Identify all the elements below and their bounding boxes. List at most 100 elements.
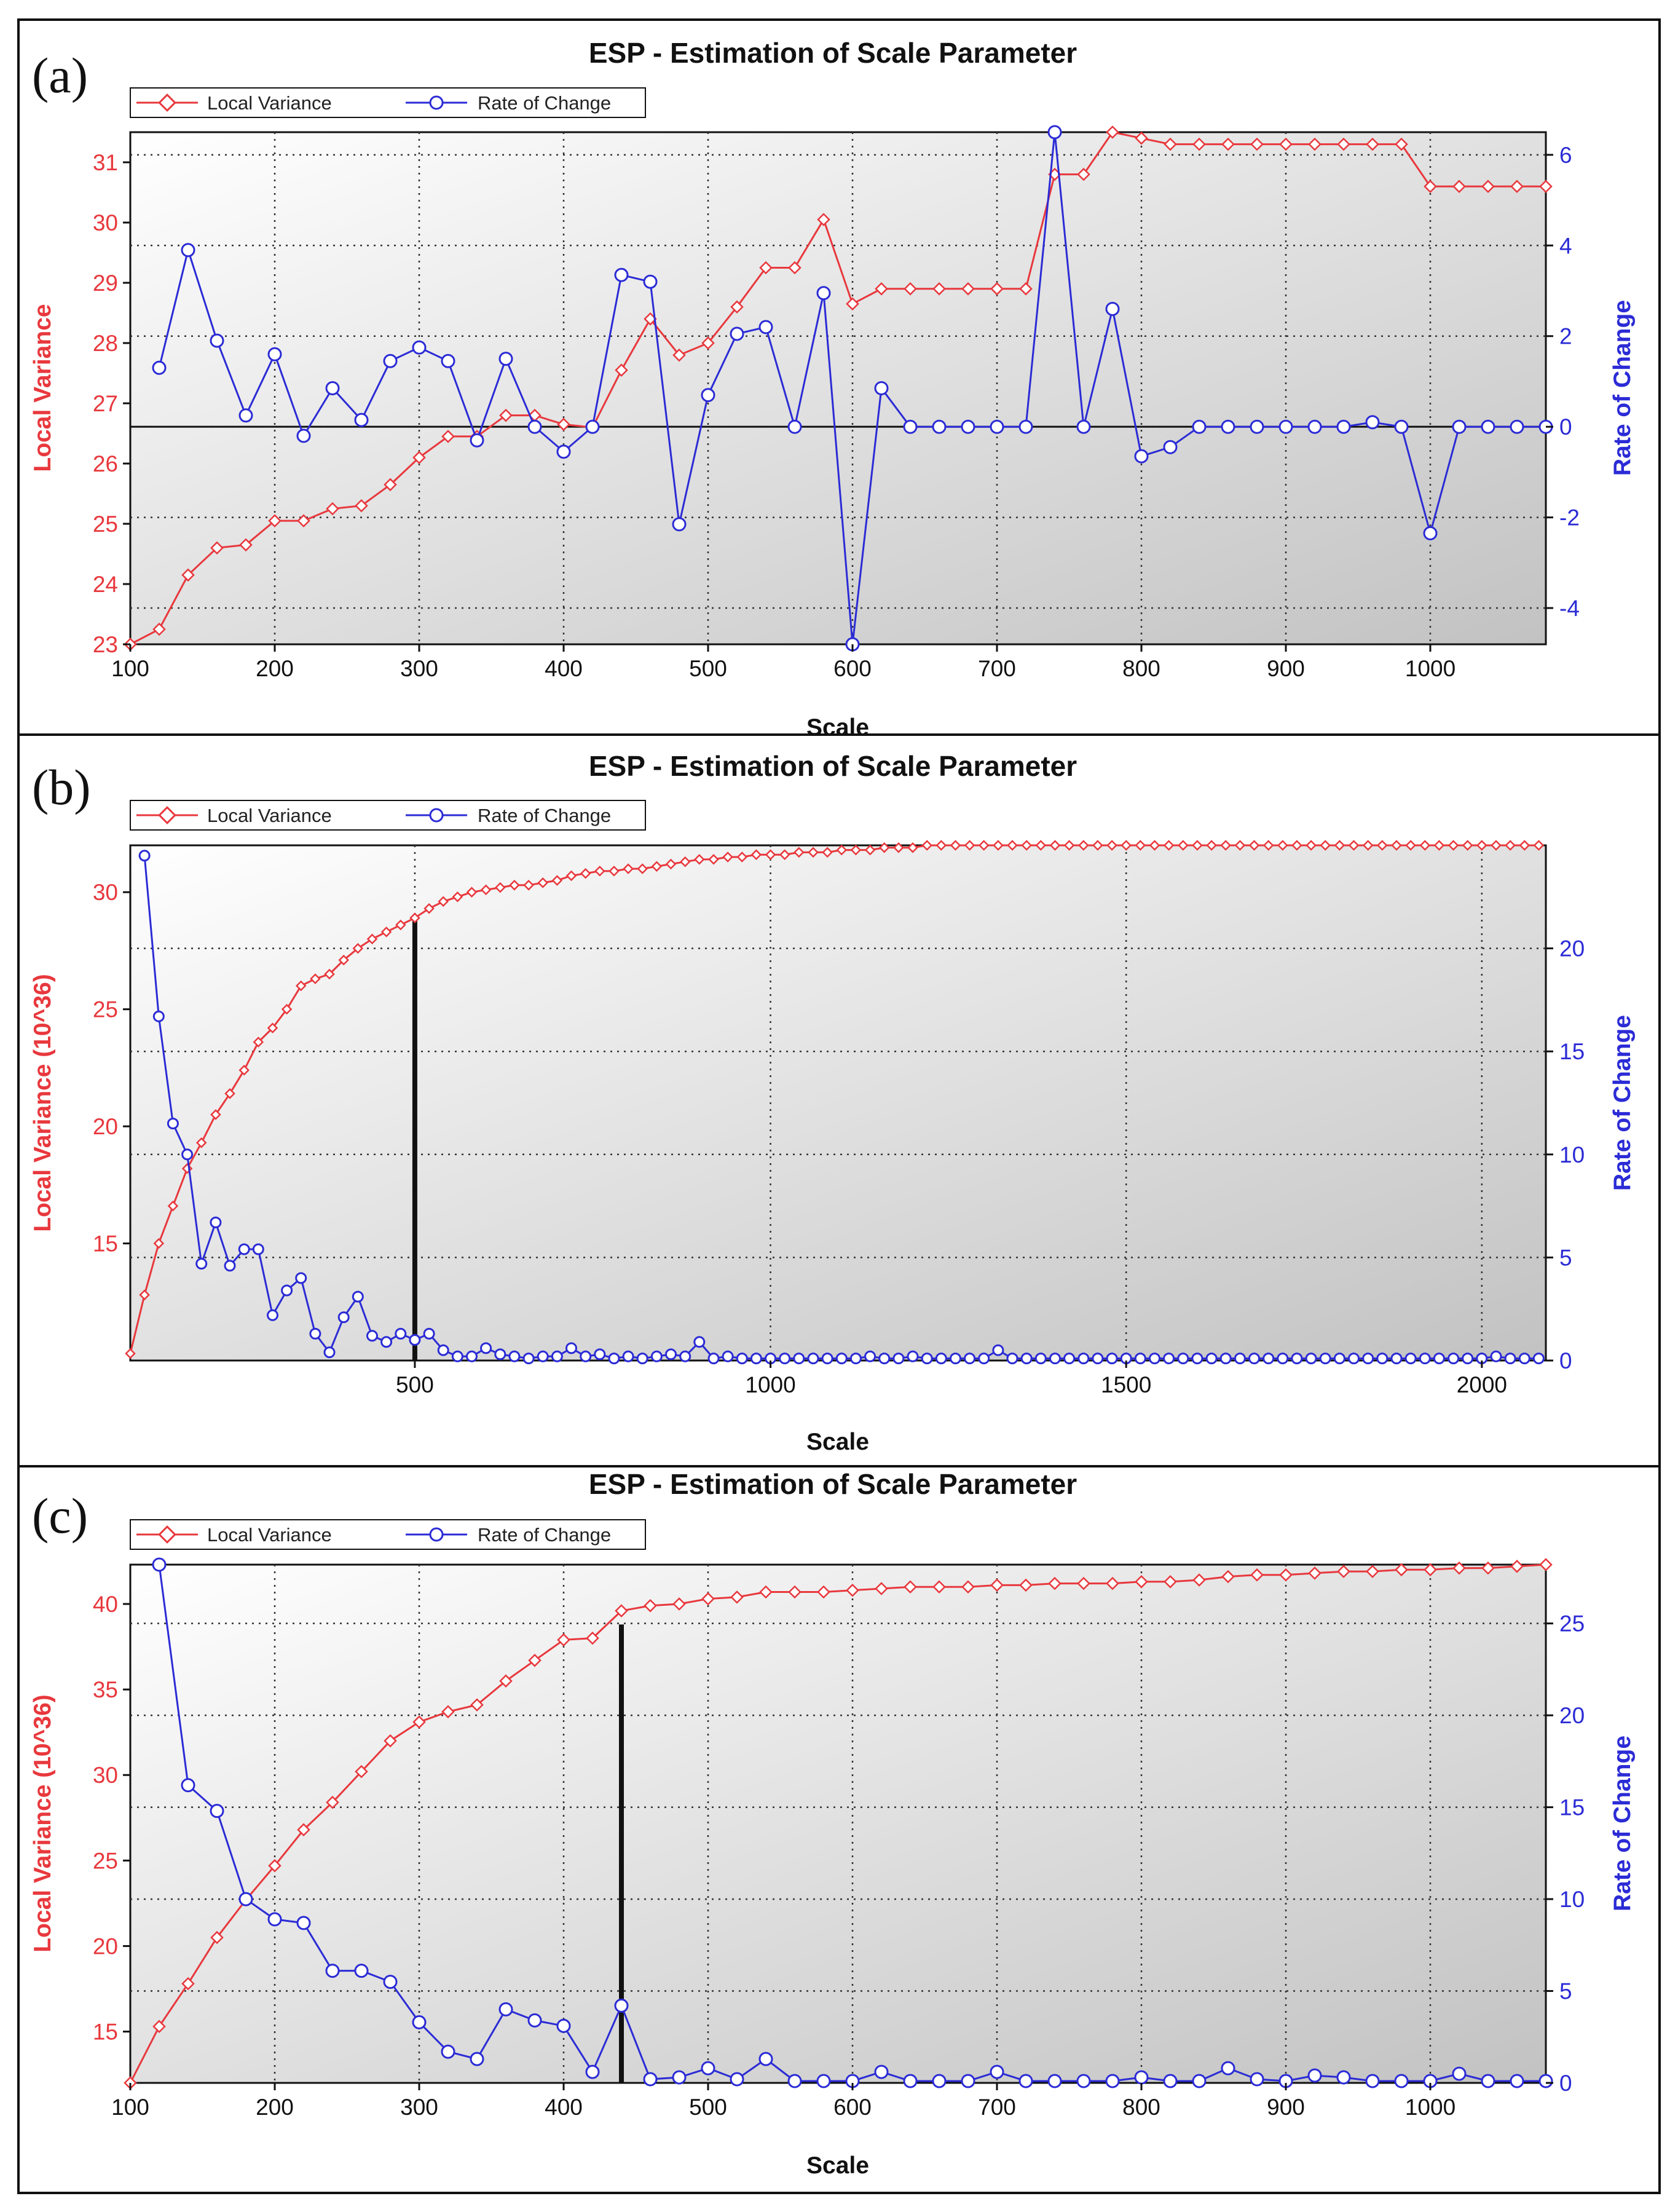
- panel-b-local-variance-point: [523, 880, 534, 891]
- panel-c-local-variance-point: [499, 1674, 513, 1688]
- panel-a-local-variance-point: [268, 514, 282, 527]
- panel-a-rate-of-change-point: [1336, 419, 1351, 434]
- panel-c-rate-of-change-point: [1018, 2074, 1033, 2088]
- panel-c-right-tick-label: 15: [1559, 1795, 1585, 1820]
- panel-c-rate-of-change-point: [181, 1778, 195, 1793]
- panel-a-local-variance-point: [239, 538, 253, 552]
- panel-c-rate-of-change-point: [1365, 2074, 1380, 2088]
- panel-c-x-tick-label: 900: [1267, 2095, 1305, 2120]
- panel-b-local-variance-point: [893, 842, 904, 853]
- panel-a-local-variance-point: [1192, 137, 1206, 151]
- panel-c-local-variance-point: [1366, 1565, 1379, 1578]
- panel-b-local-variance-point: [395, 919, 406, 931]
- panel-b-rate-of-change-point: [1191, 1353, 1203, 1365]
- panel-b-legend: Local Variance Rate of Change: [130, 800, 646, 831]
- panel-c-legend-box: [130, 1519, 646, 1550]
- panel-b-local-variance-point: [1135, 840, 1146, 851]
- panel-b-local-variance-point: [1306, 840, 1317, 851]
- panel-b-local-variance-point: [978, 840, 990, 851]
- panel-b-legend-lv-marker: [158, 806, 176, 824]
- panel-c-rate-of-change-point: [527, 2013, 542, 2028]
- panel-a-local-variance-point: [1366, 137, 1379, 151]
- panel-b-rate-of-change-point: [580, 1350, 592, 1362]
- panel-c-right-tick-label: 10: [1559, 1887, 1585, 1912]
- panel-b-rate-of-change-point: [1518, 1353, 1530, 1365]
- panel-c-local-variance-point: [1019, 1578, 1033, 1592]
- panel-b-rate-of-change-point: [907, 1350, 919, 1362]
- panel-b-local-variance-point: [1106, 840, 1117, 851]
- panel-a-left-tick-label: 25: [93, 512, 118, 537]
- panel-a-rate-of-change-point: [730, 326, 744, 341]
- panel-b-rate-of-change-point: [1092, 1353, 1104, 1365]
- panel-c-rate-of-change-point: [441, 2044, 455, 2059]
- panel-c-local-variance-point: [268, 1858, 282, 1873]
- panel-b-local-variance-point: [722, 851, 733, 863]
- panel-c-local-variance-point: [1077, 1576, 1090, 1590]
- panel-c-rate-of-change-point: [672, 2070, 687, 2085]
- panel-a-x-tick-label: 600: [833, 656, 872, 681]
- panel-c-left-tick-label: 15: [93, 2020, 118, 2045]
- panel-a-rate-of-change-point: [1278, 419, 1293, 434]
- panel-a-local-variance-point: [1019, 282, 1033, 296]
- panel-c-legend: Local Variance Rate of Change: [130, 1519, 646, 1550]
- panel-b-local-variance-point: [651, 861, 663, 872]
- panel-c-rate-of-change-point: [1307, 2068, 1322, 2083]
- panel-b-local-variance-point: [1192, 840, 1203, 851]
- panel-b-local-variance-point: [537, 877, 548, 888]
- panel-b-local-variance-point: [1220, 840, 1231, 851]
- panel-c-rate-of-change-point: [614, 1998, 629, 2013]
- panel-c-local-variance-point: [1539, 1558, 1553, 1571]
- panel-b-rate-of-change-point: [1348, 1353, 1360, 1365]
- panel-b-local-variance-point: [907, 842, 918, 853]
- panel-b-rate-of-change-point: [892, 1353, 905, 1365]
- panel-c-local-variance-point: [904, 1580, 917, 1594]
- panel-b-ylabel-left: Local Variance (10^36): [30, 974, 56, 1232]
- panel-b-rate-of-change-point: [423, 1327, 435, 1340]
- panel-b-rate-of-change-point: [195, 1258, 208, 1270]
- panel-a-local-variance-point: [326, 502, 339, 516]
- panel-b-rate-of-change-point: [1234, 1353, 1246, 1365]
- panel-b-local-variance-point: [466, 887, 478, 898]
- panel-a-right-axis: -4 -2 0 2 4 6: [1546, 143, 1580, 621]
- panel-c-rate-of-change-point: [990, 2064, 1004, 2079]
- panel-a-rate-of-change-point: [296, 429, 311, 443]
- panel-a-local-variance-point: [730, 300, 744, 314]
- panel-b-local-variance-point: [1348, 840, 1360, 851]
- panel-b-local-variance-point: [1462, 840, 1473, 851]
- panel-a-left-tick-label: 31: [93, 150, 118, 175]
- panel-a-rate-of-change-point: [701, 388, 715, 403]
- panel-a-local-variance-point: [672, 348, 686, 362]
- panel-c-rate-of-change-point: [267, 1912, 282, 1927]
- panel-b-local-variance-point: [878, 842, 890, 853]
- panel-b-rate-of-change-point: [935, 1353, 947, 1365]
- panel-b-local-variance-point: [1007, 840, 1018, 851]
- panel-b-local-variance-point: [295, 980, 307, 992]
- panel-a-local-variance-point: [904, 282, 917, 296]
- panel-c-series-rate-of-change: [152, 1557, 1553, 2088]
- panel-b-rate-of-change-point: [238, 1243, 250, 1255]
- panel-a-rate-of-change-point: [672, 517, 687, 532]
- panel-c-rate-of-change-point: [730, 2072, 744, 2087]
- panel-c-rate-of-change-point: [1105, 2074, 1120, 2088]
- panel-c-x-tick-label: 300: [400, 2095, 438, 2120]
- panel-b-rate-of-change-point: [750, 1353, 762, 1365]
- panel-b-local-variance-point: [708, 854, 719, 865]
- panel-a-rate-of-change-point: [383, 354, 398, 368]
- panel-b-local-variance-point: [1391, 840, 1402, 851]
- panel-b-rate-of-change-point: [395, 1327, 407, 1340]
- panel-b-rate-of-change-point: [1462, 1353, 1474, 1365]
- panel-b-rate-of-change-point: [878, 1353, 891, 1365]
- panel-b-rate-of-change-point: [1333, 1353, 1345, 1365]
- panel-b-label: (b): [32, 759, 91, 815]
- panel-a-rate-of-change-point: [932, 419, 947, 434]
- panel-a-left-axis: 23 24 25 26 27 28 29 30 31: [93, 150, 130, 657]
- panel-b-rate-of-change-point: [494, 1348, 506, 1361]
- panel-c-rate-of-change-point: [470, 2052, 484, 2066]
- panel-b-local-variance-point: [993, 840, 1004, 851]
- panel-b-local-variance-point: [1476, 840, 1487, 851]
- panel-b: (b) ESP - Estimation of Scale Parameter …: [17, 733, 1661, 1467]
- panel-a-local-variance-point: [1337, 137, 1350, 151]
- panel-b-left-tick-label: 15: [93, 1231, 118, 1257]
- panel-b-rate-of-change-point: [267, 1309, 278, 1321]
- panel-a-x-tick-label: 900: [1267, 656, 1305, 681]
